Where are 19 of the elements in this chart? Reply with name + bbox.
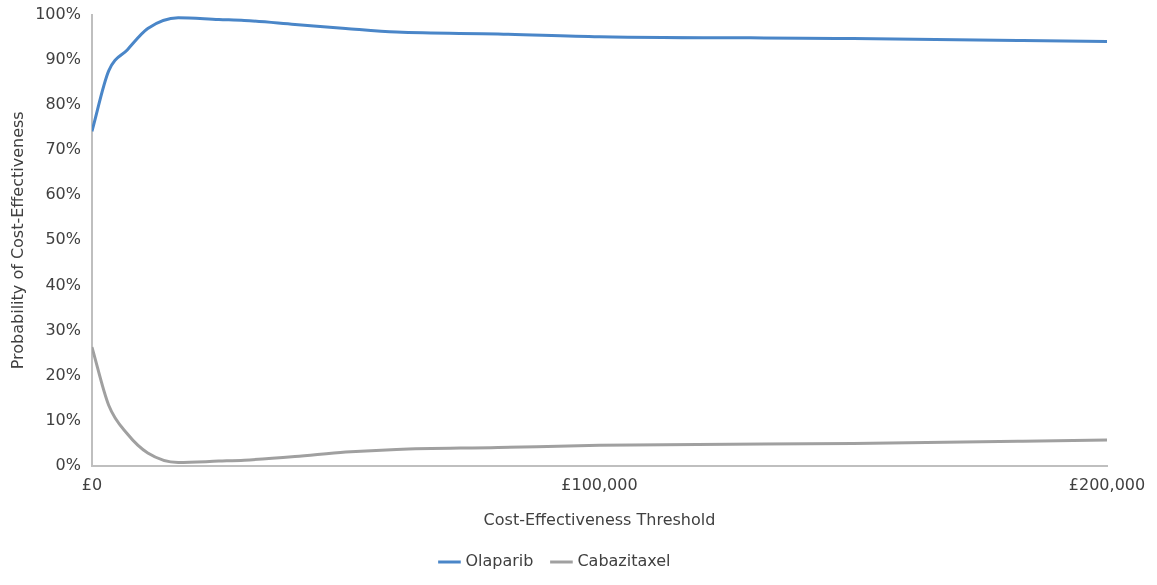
y-tick-label: 50% [45, 229, 81, 249]
x-axis-title: Cost-Effectiveness Threshold [483, 509, 716, 529]
y-tick-label: 60% [45, 184, 81, 204]
y-tick-label: 40% [45, 274, 81, 294]
y-tick-label: 80% [45, 94, 81, 114]
legend-label: Cabazitaxel [577, 551, 671, 571]
y-tick-label: 100% [35, 4, 81, 24]
y-axis-title: Probability of Cost-Effectiveness [7, 111, 27, 370]
y-tick-label: 0% [55, 454, 81, 474]
line-series [91, 16, 1107, 133]
x-tick-label: £100,000 [561, 475, 638, 495]
y-tick-label: 30% [45, 319, 81, 339]
x-tick-label: £0 [81, 475, 103, 495]
x-tick-label: £200,000 [1068, 475, 1146, 495]
y-tick-label: 90% [45, 49, 81, 69]
y-tick-label: 10% [45, 409, 81, 429]
legend-label: Olaparib [465, 551, 534, 571]
y-tick-label: 20% [45, 364, 81, 384]
y-tick-label: 70% [45, 139, 81, 159]
